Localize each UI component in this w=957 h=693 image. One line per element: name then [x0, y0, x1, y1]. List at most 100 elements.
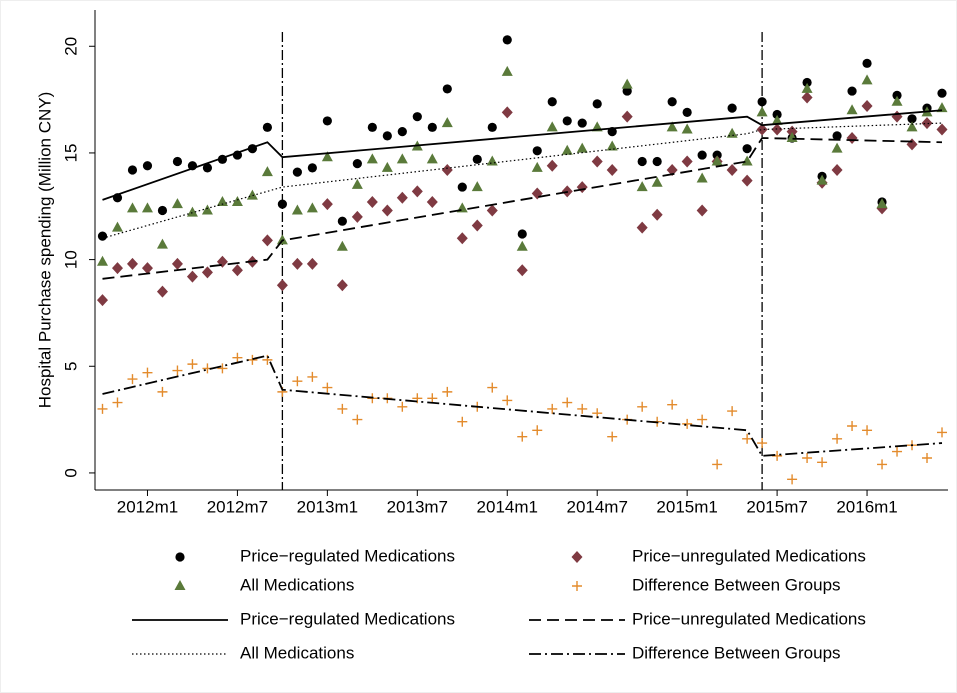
point [726, 164, 738, 176]
point [906, 121, 918, 132]
point [801, 82, 813, 93]
point [832, 131, 842, 141]
point [321, 151, 333, 162]
point [862, 425, 873, 436]
point [666, 164, 678, 176]
point [891, 95, 903, 106]
fit-line [102, 122, 943, 239]
legend-label: All Medications [240, 575, 354, 594]
legend-label: Price−unregulated Medications [632, 609, 866, 628]
point [802, 77, 812, 88]
point [696, 172, 708, 183]
point [756, 106, 768, 117]
point [382, 131, 392, 141]
legend-label: Price−unregulated Medications [632, 546, 866, 565]
point [801, 91, 813, 104]
x-tick-label: 2014m7 [566, 497, 627, 516]
point [757, 97, 767, 107]
point [412, 393, 423, 404]
point [516, 240, 528, 251]
legend-label: All Medications [240, 643, 354, 662]
point [97, 231, 108, 241]
point [157, 386, 168, 397]
point [487, 122, 497, 132]
point [666, 121, 678, 132]
point [667, 97, 677, 107]
point [111, 262, 123, 275]
point [562, 397, 573, 408]
x-tick-label: 2015m7 [746, 497, 807, 516]
point [217, 363, 228, 374]
point [306, 257, 318, 270]
point [381, 204, 393, 217]
point [261, 234, 273, 247]
point [921, 117, 933, 130]
x-tick-label: 2013m1 [297, 497, 358, 516]
legend-label: Difference Between Groups [632, 643, 841, 662]
x-tick-label: 2013m7 [387, 497, 448, 516]
point [712, 459, 723, 470]
point [681, 123, 693, 134]
point [411, 185, 423, 198]
point [651, 208, 663, 221]
point [741, 155, 753, 166]
point [127, 374, 138, 385]
point [876, 198, 888, 209]
point [126, 202, 138, 213]
point [741, 174, 753, 187]
point [396, 153, 408, 164]
point [262, 122, 272, 132]
point [277, 199, 287, 209]
point [441, 164, 453, 176]
point [832, 433, 843, 444]
point [711, 155, 723, 166]
point [742, 144, 752, 154]
point [292, 376, 303, 387]
legend-marker [571, 551, 583, 563]
point [186, 270, 198, 283]
point [861, 100, 873, 112]
point [171, 198, 183, 209]
point [936, 123, 948, 136]
point [322, 116, 332, 126]
point [307, 371, 318, 382]
point [561, 144, 573, 155]
legend-label: Price−regulated Medications [240, 609, 455, 628]
point [712, 150, 722, 160]
point [531, 161, 543, 172]
point [142, 161, 153, 171]
point [696, 204, 708, 217]
point [652, 156, 662, 167]
y-axis-label: Hospital Purchase spending (Million CNY) [35, 92, 54, 409]
point [351, 178, 363, 189]
point [486, 204, 498, 217]
point [397, 401, 408, 412]
point [831, 142, 843, 153]
point [592, 99, 602, 109]
point [862, 58, 872, 68]
point [937, 88, 947, 98]
point [96, 255, 108, 266]
point [621, 110, 633, 123]
point [141, 262, 153, 275]
point [576, 142, 588, 153]
point [502, 35, 512, 45]
point [201, 266, 213, 279]
point [201, 204, 213, 215]
fit-line [102, 354, 943, 457]
x-tick-label: 2012m7 [207, 497, 268, 516]
point [112, 397, 123, 408]
y-tick-label: 10 [61, 250, 80, 269]
point [532, 425, 543, 436]
point [697, 150, 707, 160]
point [336, 240, 348, 251]
point [337, 216, 347, 226]
y-tick-label: 15 [61, 143, 80, 162]
point [426, 153, 438, 164]
point [892, 446, 903, 457]
point [322, 382, 333, 393]
point [427, 393, 438, 404]
point [172, 156, 183, 167]
point [861, 74, 873, 85]
